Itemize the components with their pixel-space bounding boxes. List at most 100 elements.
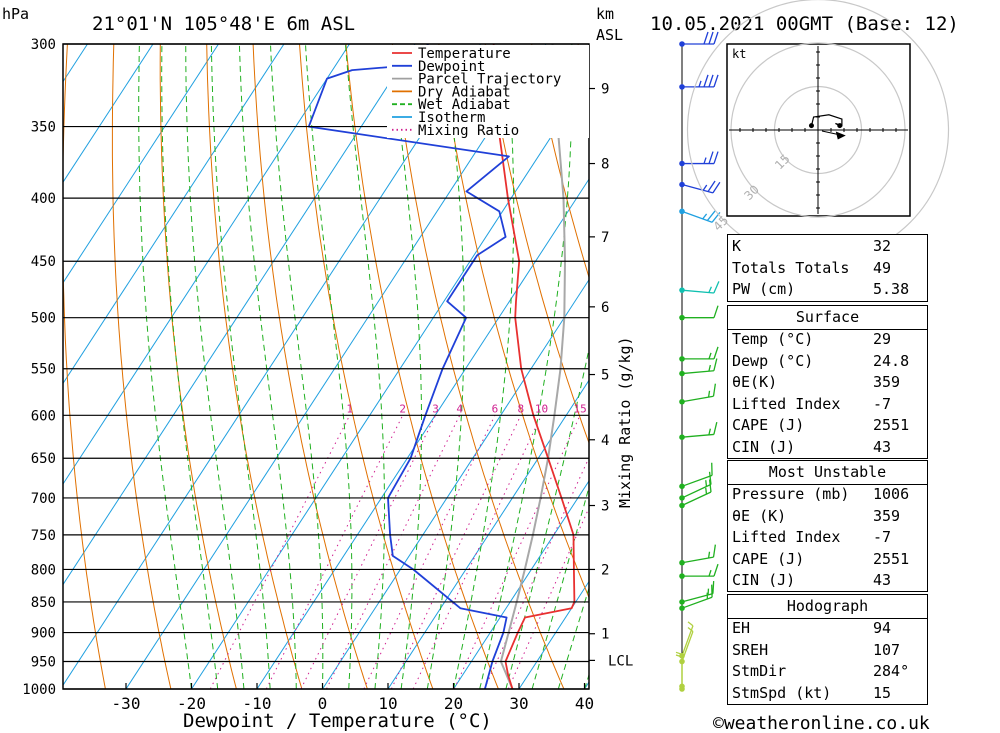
- wind-barb: [679, 621, 694, 659]
- pressure-tick-label: 1000: [22, 682, 56, 698]
- index-value: 32: [873, 237, 892, 255]
- wind-barb-shaft: [681, 370, 714, 375]
- wind-barb-shaft: [681, 183, 714, 194]
- index-label: CIN (J): [732, 437, 796, 456]
- wind-barb-flag: [708, 286, 713, 293]
- index-row: StmSpd (kt) 15: [732, 684, 923, 705]
- dry-adiabat-line: [391, 44, 565, 689]
- legend-label: Parcel Trajectory: [418, 72, 561, 88]
- mixing-ratio-axis-label: Mixing Ratio (g/kg): [616, 336, 634, 508]
- axis-labels: 3003504004505005506006507007508008509009…: [22, 37, 633, 713]
- isotherm-line: [256, 178, 589, 689]
- index-value: 1006: [873, 485, 910, 503]
- wind-barb: [679, 281, 720, 294]
- pressure-tick-label: 550: [31, 362, 56, 378]
- index-label: Lifted Index: [732, 394, 841, 413]
- wind-barb-flag: [713, 31, 719, 45]
- index-row: θE(K) 359: [732, 373, 923, 394]
- wind-barb-shaft: [681, 491, 712, 507]
- legend-label: Dry Adiabat: [418, 84, 511, 100]
- index-label: Lifted Index: [732, 528, 841, 546]
- wind-barb-flag: [708, 479, 712, 493]
- index-label: StmDir: [732, 662, 787, 680]
- wind-barb: [679, 151, 719, 167]
- index-separator: [727, 329, 928, 330]
- index-value: 107: [873, 640, 901, 659]
- pressure-tick-label: 400: [31, 191, 56, 207]
- index-row: EH 94: [732, 619, 923, 640]
- wind-barb-flag: [687, 621, 694, 627]
- index-label: CIN (J): [732, 571, 796, 589]
- mixing-ratio-line: [209, 415, 351, 689]
- x-tick-label: 40: [575, 694, 594, 713]
- km-tick-label: 8: [601, 157, 609, 173]
- x-tick-label: 30: [509, 694, 528, 713]
- wind-barb-flag: [713, 305, 719, 318]
- wind-barb-flag: [675, 651, 683, 655]
- source-credit: ©weatheronline.co.uk: [713, 713, 930, 733]
- dry-adiabat-line: [531, 44, 589, 279]
- pressure-tick-label: 850: [31, 595, 56, 611]
- index-row: CAPE (J) 2551: [732, 416, 923, 437]
- wind-barb: [679, 584, 713, 612]
- wind-barb-flag: [713, 281, 720, 294]
- mixing-ratio-label: 4: [456, 402, 463, 415]
- isotherm-line: [0, 44, 22, 689]
- wind-barb: [679, 479, 712, 509]
- wind-barb-shaft: [681, 433, 714, 438]
- mixing-ratio-line: [265, 415, 404, 689]
- isotherm-line: [63, 44, 350, 485]
- km-tick-label: 7: [601, 230, 609, 246]
- wind-barb-flag: [703, 74, 709, 88]
- index-row: CIN (J) 43: [732, 571, 923, 592]
- wet-adiabat-line: [344, 44, 385, 689]
- wet-adiabat-line: [531, 485, 589, 689]
- wind-barb: [679, 462, 713, 490]
- index-value: 359: [873, 506, 901, 525]
- pressure-tick-label: 750: [31, 528, 56, 544]
- wind-barb-flag: [713, 563, 719, 577]
- index-row: PW (cm) 5.38: [732, 280, 923, 301]
- index-section-title: Most Unstable: [768, 463, 887, 481]
- x-axis-label: Dewpoint / Temperature (°C): [183, 710, 492, 732]
- wind-barb-flag: [708, 569, 712, 577]
- wet-adiabat-line: [210, 44, 271, 689]
- wind-barb-flag: [707, 180, 716, 192]
- wind-barb: [679, 383, 717, 405]
- dry-adiabat-line: [996, 44, 1000, 689]
- wind-barb: [679, 471, 712, 501]
- wet-adiabat-line: [161, 44, 219, 689]
- pressure-tick-label: 900: [31, 626, 56, 642]
- km-tick-label: 2: [601, 562, 609, 578]
- wind-barb: [679, 208, 721, 223]
- index-label: StmSpd (kt): [732, 683, 832, 702]
- index-label: Dewp (°C): [732, 351, 814, 370]
- wind-barb-shaft: [681, 474, 713, 487]
- wind-barb-flag: [713, 151, 719, 164]
- mixing-ratio-line: [507, 506, 589, 689]
- index-label: CAPE (J): [732, 416, 805, 434]
- wind-barb: [679, 74, 719, 90]
- km-tick-label: 6: [601, 300, 609, 316]
- wind-barb-flag: [712, 383, 717, 397]
- wind-barb-flag: [687, 627, 694, 632]
- index-row: Lifted Index -7: [732, 528, 923, 549]
- wind-barb-flag: [703, 157, 707, 164]
- index-value: 43: [873, 437, 892, 456]
- index-row: StmDir 284°: [732, 662, 923, 683]
- wind-barb: [679, 346, 719, 362]
- wind-barb: [679, 580, 715, 605]
- isotherm-line: [63, 44, 285, 385]
- index-row: SREH 107: [732, 641, 923, 662]
- wind-barb: [679, 544, 717, 566]
- index-row: θE (K) 359: [732, 507, 923, 528]
- wind-barb-shaft: [681, 631, 694, 662]
- x-tick-label: 0: [318, 694, 328, 713]
- index-label: θE(K): [732, 373, 778, 391]
- wind-barb-flag: [705, 480, 708, 487]
- wind-barb-dot: [679, 495, 685, 501]
- wind-barb-flag: [698, 80, 702, 88]
- index-value: 15: [873, 683, 892, 702]
